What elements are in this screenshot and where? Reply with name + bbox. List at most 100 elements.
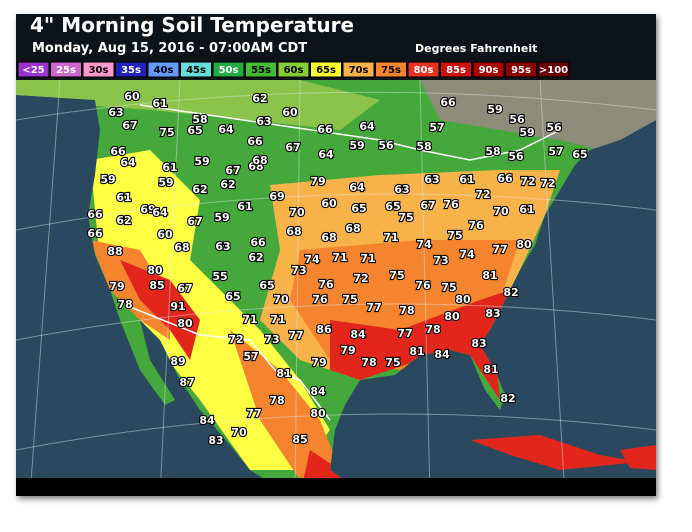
station-value: 72 [353,272,368,285]
station-value: 63 [108,106,123,119]
legend-swatch [180,61,212,78]
station-value: 63 [424,173,439,186]
station-value: 61 [519,203,534,216]
station-value: 72 [475,188,490,201]
station-value: 78 [117,298,132,311]
station-value: 67 [225,164,240,177]
station-value: 85 [292,433,307,446]
legend-label: >100 [539,65,568,76]
legend-swatch [310,61,342,78]
station-value: 57 [429,121,444,134]
station-value: 71 [270,313,285,326]
station-value: 81 [482,269,497,282]
station-value: 91 [170,300,185,313]
legend-label: 90s [479,65,499,76]
station-value: 62 [248,251,263,264]
station-value: 65 [351,202,366,215]
station-value: 67 [122,119,137,132]
legend-label: 45s [186,65,206,76]
station-value: 71 [332,251,347,264]
station-value: 62 [116,214,131,227]
legend-label: 70s [349,65,369,76]
station-value: 66 [110,145,126,158]
station-value: 78 [269,394,284,407]
station-value: 66 [87,208,103,221]
station-value: 60 [157,228,173,241]
station-value: 59 [100,173,115,186]
legend-label: <25 [22,65,44,76]
station-value: 82 [500,392,515,405]
station-value: 75 [398,211,413,224]
station-value: 60 [124,90,140,103]
station-value: 66 [247,135,263,148]
station-value: 76 [318,278,334,291]
station-value: 78 [425,323,440,336]
station-value: 56 [546,121,562,134]
station-value: 77 [246,407,261,420]
station-value: 69 [269,190,284,203]
station-value: 76 [415,279,431,292]
station-value: 65 [385,200,400,213]
station-value: 70 [493,205,509,218]
subtitle: Monday, Aug 15, 2016 - 07:00AM CDT [32,41,307,56]
station-value: 66 [87,227,103,240]
legend-swatch [505,61,537,78]
station-value: 75 [385,356,400,369]
station-value: 80 [444,310,460,323]
station-value: 84 [310,385,326,398]
station-value: 57 [548,145,563,158]
station-value: 83 [471,337,486,350]
station-value: 77 [288,329,303,342]
station-value: 70 [289,206,305,219]
station-value: 83 [208,434,223,447]
station-value: 80 [177,317,193,330]
hispaniola [620,445,656,470]
station-value: 61 [116,191,131,204]
station-value: 76 [312,293,328,306]
station-value: 68 [248,160,263,173]
station-value: 84 [199,414,215,427]
station-value: 81 [483,363,498,376]
legend-label: 95s [511,65,531,76]
legend-label: 75s [381,65,401,76]
bottom-bar [16,478,656,496]
station-value: 75 [447,229,462,242]
station-value: 64 [318,148,334,161]
station-value: 74 [459,248,475,261]
station-value: 71 [383,231,398,244]
legend-label: 50s [219,65,239,76]
station-value: 56 [378,139,394,152]
station-value: 65 [259,279,274,292]
station-value: 66 [317,123,333,136]
canada-border [139,104,561,161]
station-value: 68 [252,154,267,167]
station-value: 80 [310,407,326,420]
station-value: 59 [349,139,364,152]
station-value: 78 [361,356,376,369]
station-value: 61 [162,161,177,174]
station-value: 61 [459,173,474,186]
station-value: 55 [212,270,227,283]
station-value: 89 [170,355,185,368]
station-value: 62 [220,178,235,191]
station-value: 67 [177,282,192,295]
station-value: 62 [252,92,267,105]
station-value: 67 [285,141,300,154]
legend-swatch [115,61,147,78]
legend-label: 25s [56,65,76,76]
station-value: 59 [158,176,173,189]
station-value: 60 [321,197,337,210]
legend-label: 60s [284,65,304,76]
station-value: 80 [455,293,471,306]
station-value: 74 [416,238,432,251]
legend-swatch [277,61,310,78]
station-value: 74 [304,253,320,266]
station-value: 81 [276,367,291,380]
legend-swatch [407,61,440,78]
legend-swatch [440,61,472,78]
graticule [15,79,657,497]
station-value: 56 [509,113,525,126]
station-value: 78 [399,304,414,317]
